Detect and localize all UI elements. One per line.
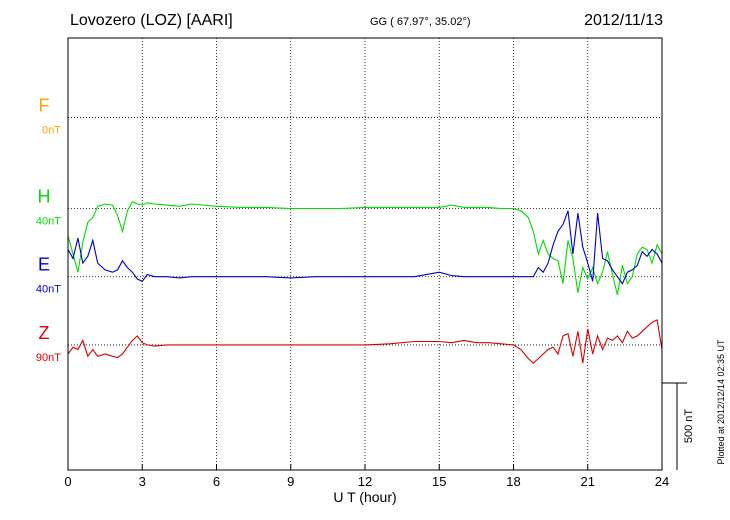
series-group: [67, 200, 663, 364]
x-tick-label: 15: [432, 474, 446, 489]
x-tick-label: 9: [287, 474, 294, 489]
component-offset-e: 40nT: [36, 284, 61, 296]
x-axis-title: U T (hour): [333, 489, 396, 505]
component-label-e: E: [38, 255, 50, 275]
x-axis-ticks: 0 3 6 9 12 15 18 21 24: [64, 464, 669, 489]
component-labels: F 0nT H 40nT E 40nT Z 90nT: [36, 96, 61, 364]
component-label-z: Z: [39, 323, 50, 343]
series-line-e: [67, 210, 663, 285]
x-tick-label: 0: [64, 474, 71, 489]
x-tick-label: 6: [213, 474, 220, 489]
scale-bar-label: 500 nT: [683, 409, 695, 444]
x-tick-label: 3: [139, 474, 146, 489]
series-line-h: [67, 200, 663, 296]
series-line-z: [67, 319, 663, 364]
station-title: Lovozero (LOZ) [AARI]: [70, 12, 233, 29]
scale-bar: 500 nT: [662, 382, 695, 470]
component-offset-z: 90nT: [36, 352, 61, 364]
plotted-timestamp: Plotted at 2012/12/14 02:35 UT: [716, 339, 726, 465]
component-offset-h: 40nT: [36, 216, 61, 228]
component-offset-f: 0nT: [42, 125, 61, 137]
x-tick-label: 24: [655, 474, 669, 489]
x-tick-label: 12: [358, 474, 372, 489]
component-label-f: F: [39, 96, 50, 116]
x-tick-label: 21: [581, 474, 595, 489]
station-coordinates: GG ( 67.97°, 35.02°): [370, 16, 471, 28]
x-tick-label: 18: [506, 474, 520, 489]
date-label: 2012/11/13: [584, 12, 663, 29]
component-label-h: H: [38, 187, 51, 207]
